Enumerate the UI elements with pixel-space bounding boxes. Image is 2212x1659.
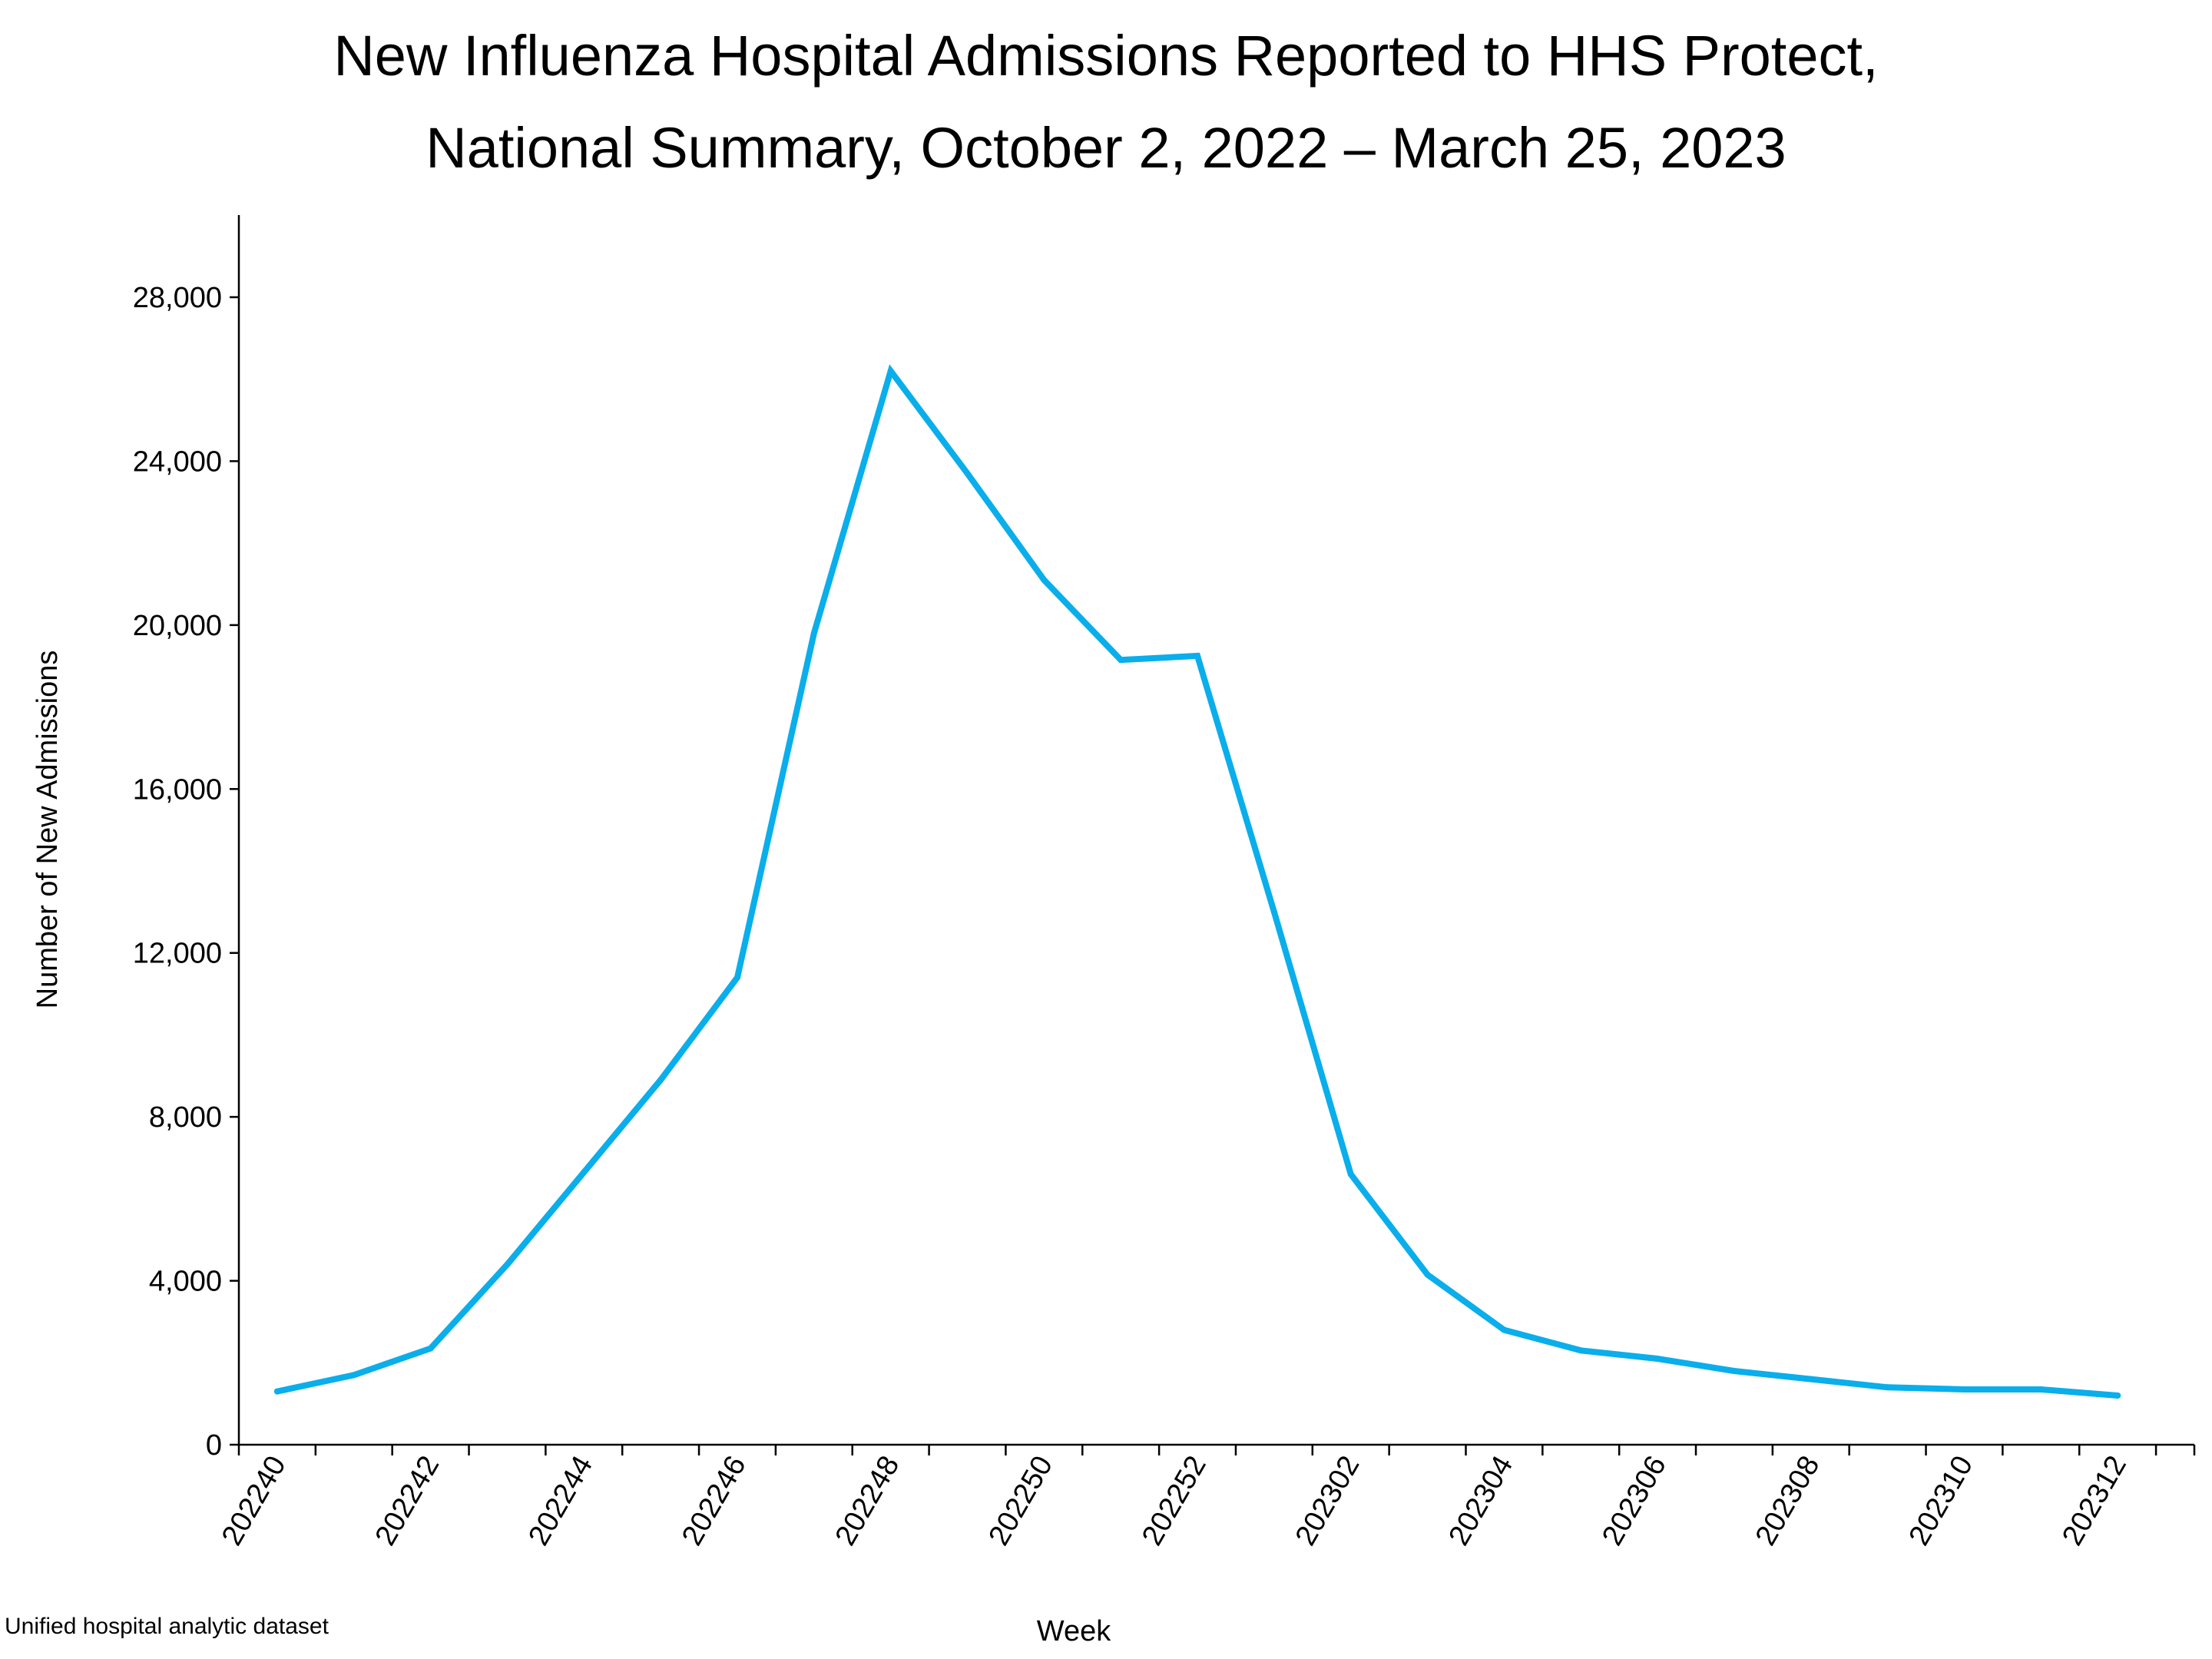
y-axis-ticks: 0 4,000 8,000 12,000 16,000 20,000 24,000 28,00…: [133, 282, 239, 1462]
x-tick-label: 202246: [676, 1451, 753, 1551]
series-layer: [273, 364, 2121, 1399]
x-tick-label: 202252: [1136, 1451, 1213, 1551]
x-tick-label: 202310: [1902, 1451, 1979, 1551]
y-tick-label: 12,000: [133, 938, 222, 970]
chart-title-line-1: New Influenza Hospital Admissions Report…: [333, 24, 1878, 88]
y-tick-label: 20,000: [133, 610, 222, 642]
data-point: [964, 470, 971, 477]
data-point: [1654, 1355, 1661, 1362]
data-point: [1730, 1367, 1737, 1374]
y-tick-label: 4,000: [149, 1266, 222, 1298]
data-point: [1118, 657, 1124, 664]
data-point: [2038, 1386, 2045, 1392]
data-point: [1041, 577, 1048, 584]
x-tick-label: 202308: [1750, 1451, 1826, 1551]
data-point: [1961, 1386, 1968, 1392]
data-point: [733, 974, 740, 981]
y-tick-label: 8,000: [149, 1101, 222, 1134]
data-point: [1501, 1326, 1508, 1333]
x-axis-title: Week: [1037, 1615, 1111, 1647]
x-tick-label: 202242: [369, 1451, 446, 1551]
data-point: [1578, 1347, 1584, 1354]
x-tick-label: 202306: [1596, 1451, 1673, 1551]
data-point: [2114, 1392, 2121, 1399]
y-tick-label: 0: [206, 1429, 222, 1462]
y-axis-title: Number of New Admissions: [31, 651, 64, 1009]
data-point: [810, 630, 817, 637]
chart-title-line-2: National Summary, October 2, 2022 – Marc…: [426, 116, 1786, 180]
data-point: [581, 1169, 588, 1176]
x-tick-label: 202244: [522, 1451, 599, 1551]
x-tick-label: 202304: [1442, 1450, 1519, 1551]
x-tick-label: 202302: [1290, 1451, 1366, 1551]
data-point: [1424, 1271, 1431, 1278]
data-point: [1807, 1376, 1814, 1382]
y-tick-label: 24,000: [133, 445, 222, 478]
y-tick-label: 16,000: [133, 773, 222, 806]
x-tick-label: 202240: [216, 1451, 293, 1551]
data-point: [657, 1077, 664, 1084]
data-point: [1270, 909, 1277, 916]
x-axis-ticks: 202240 202242 202244 202246 202248 202250 2022…: [216, 1445, 2196, 1551]
data-point: [887, 368, 894, 375]
series-line-0: [273, 364, 2121, 1399]
x-tick-label: 202250: [982, 1451, 1059, 1551]
data-point: [1884, 1384, 1891, 1391]
data-point: [1194, 652, 1201, 659]
chart-axes: [237, 215, 2194, 1446]
data-point: [427, 1345, 434, 1352]
data-point: [273, 1388, 280, 1395]
y-tick-label: 28,000: [133, 282, 222, 314]
x-tick-label: 202312: [2056, 1451, 2133, 1551]
data-point: [350, 1372, 357, 1379]
source-footnote: Unified hospital analytic dataset: [5, 1614, 329, 1639]
x-tick-label: 202248: [830, 1451, 906, 1551]
data-point: [1347, 1171, 1354, 1177]
data-point: [504, 1261, 511, 1268]
